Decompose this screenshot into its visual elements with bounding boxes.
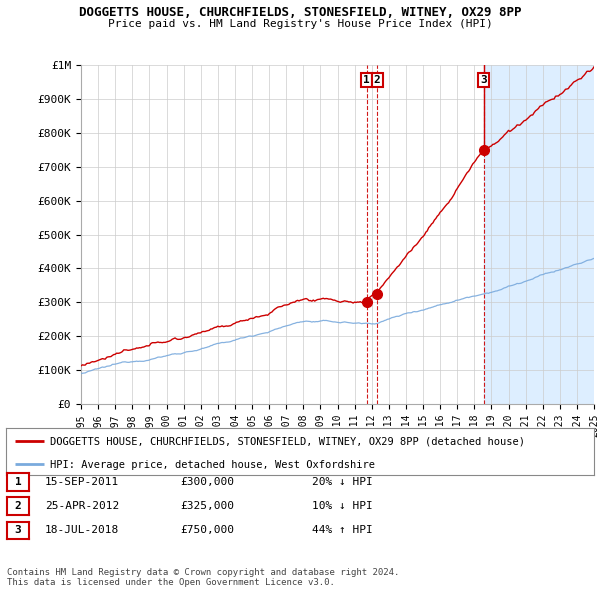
- Text: 3: 3: [480, 75, 487, 85]
- Text: 25-APR-2012: 25-APR-2012: [45, 502, 119, 511]
- Text: 2: 2: [14, 502, 22, 511]
- Text: 2: 2: [374, 75, 380, 85]
- Text: Price paid vs. HM Land Registry's House Price Index (HPI): Price paid vs. HM Land Registry's House …: [107, 19, 493, 30]
- Text: £300,000: £300,000: [180, 477, 234, 487]
- Text: 10% ↓ HPI: 10% ↓ HPI: [312, 502, 373, 511]
- Text: DOGGETTS HOUSE, CHURCHFIELDS, STONESFIELD, WITNEY, OX29 8PP: DOGGETTS HOUSE, CHURCHFIELDS, STONESFIEL…: [79, 6, 521, 19]
- Bar: [484, 65, 594, 404]
- Text: DOGGETTS HOUSE, CHURCHFIELDS, STONESFIELD, WITNEY, OX29 8PP (detached house): DOGGETTS HOUSE, CHURCHFIELDS, STONESFIEL…: [50, 437, 525, 447]
- Text: 20% ↓ HPI: 20% ↓ HPI: [312, 477, 373, 487]
- Text: 1: 1: [364, 75, 370, 85]
- Text: 44% ↑ HPI: 44% ↑ HPI: [312, 526, 373, 535]
- Text: Contains HM Land Registry data © Crown copyright and database right 2024.
This d: Contains HM Land Registry data © Crown c…: [7, 568, 400, 587]
- Text: 15-SEP-2011: 15-SEP-2011: [45, 477, 119, 487]
- Text: £750,000: £750,000: [180, 526, 234, 535]
- Text: 18-JUL-2018: 18-JUL-2018: [45, 526, 119, 535]
- Text: 3: 3: [14, 526, 22, 535]
- Text: HPI: Average price, detached house, West Oxfordshire: HPI: Average price, detached house, West…: [50, 460, 375, 470]
- Text: 1: 1: [14, 477, 22, 487]
- Text: £325,000: £325,000: [180, 502, 234, 511]
